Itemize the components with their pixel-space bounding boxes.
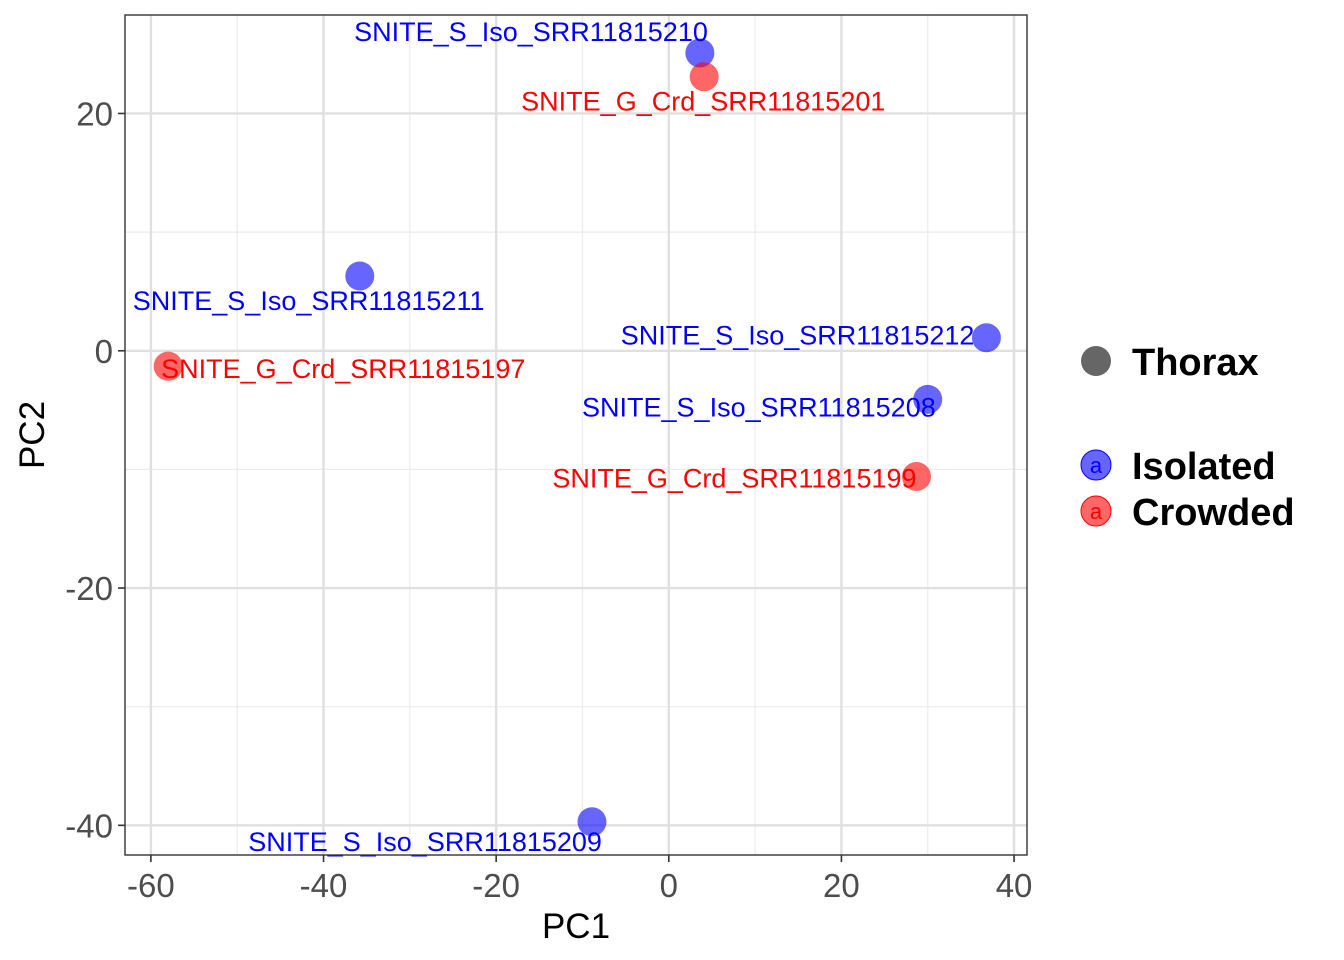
legend: Thorax a Isolated a Crowded <box>1080 342 1295 534</box>
plot-panel-border <box>124 14 1028 856</box>
point-label: SNITE_G_Crd_SRR11815197 <box>161 354 525 384</box>
point-label: SNITE_S_Iso_SRR11815209 <box>248 827 602 857</box>
y-tick-label: 0 <box>95 333 113 370</box>
x-tick-label: 40 <box>996 867 1033 904</box>
data-point <box>577 807 607 837</box>
legend-crowded-key <box>1080 495 1112 527</box>
data-point <box>913 384 943 414</box>
data-point <box>153 351 183 381</box>
point-label: SNITE_S_Iso_SRR11815212 <box>621 321 975 351</box>
data-point <box>345 261 375 291</box>
data-point <box>689 62 719 92</box>
x-tick-label: 0 <box>660 867 678 904</box>
point-label: SNITE_S_Iso_SRR11815211 <box>133 286 485 316</box>
x-tick-label: -60 <box>127 867 175 904</box>
x-axis-title: PC1 <box>542 907 610 946</box>
legend-isolated-key-letter: a <box>1090 453 1103 478</box>
minor-gridlines <box>125 15 1027 855</box>
point-label: SNITE_G_Crd_SRR11815199 <box>552 464 916 494</box>
y-axis: -40 -20 0 20 <box>65 95 125 844</box>
legend-isolated-label: Isolated <box>1132 446 1276 488</box>
legend-shape-label: Thorax <box>1132 342 1259 384</box>
major-gridlines <box>125 15 1027 855</box>
x-tick-label: -20 <box>472 867 520 904</box>
x-axis: -60 -40 -20 0 20 40 <box>127 855 1032 904</box>
data-point <box>971 323 1001 353</box>
point-label: SNITE_G_Crd_SRR11815201 <box>521 87 885 117</box>
legend-isolated-key <box>1080 449 1112 481</box>
point-label: SNITE_S_Iso_SRR11815210 <box>354 17 708 47</box>
y-tick-label: 20 <box>76 95 113 132</box>
legend-shape-key <box>1081 346 1111 376</box>
y-tick-label: -20 <box>65 570 113 607</box>
legend-crowded-label: Crowded <box>1132 492 1295 534</box>
data-point <box>685 38 715 68</box>
point-label: SNITE_S_Iso_SRR11815208 <box>582 392 936 422</box>
point-labels: SNITE_S_Iso_SRR11815210 SNITE_G_Crd_SRR11… <box>133 17 975 857</box>
y-axis-title: PC2 <box>13 401 52 469</box>
x-tick-label: 20 <box>823 867 860 904</box>
data-points <box>153 38 1001 837</box>
legend-crowded-key-letter: a <box>1090 499 1103 524</box>
x-tick-label: -40 <box>300 867 348 904</box>
data-point <box>902 462 932 492</box>
y-tick-label: -40 <box>65 807 113 844</box>
plot-panel <box>125 15 1027 855</box>
